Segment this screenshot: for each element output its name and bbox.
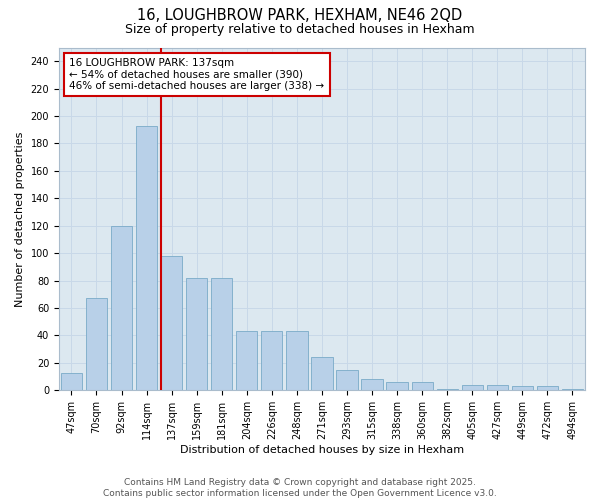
Bar xyxy=(161,256,182,390)
Bar xyxy=(261,332,283,390)
Bar xyxy=(337,370,358,390)
Bar xyxy=(386,382,408,390)
Bar xyxy=(86,298,107,390)
Bar xyxy=(461,385,483,390)
Bar xyxy=(236,332,257,390)
Bar xyxy=(412,382,433,390)
Text: Contains HM Land Registry data © Crown copyright and database right 2025.
Contai: Contains HM Land Registry data © Crown c… xyxy=(103,478,497,498)
Bar xyxy=(136,126,157,390)
Text: Size of property relative to detached houses in Hexham: Size of property relative to detached ho… xyxy=(125,22,475,36)
Bar xyxy=(61,372,82,390)
Bar xyxy=(537,386,558,390)
Bar xyxy=(311,358,332,390)
Bar xyxy=(186,278,208,390)
Text: 16 LOUGHBROW PARK: 137sqm
← 54% of detached houses are smaller (390)
46% of semi: 16 LOUGHBROW PARK: 137sqm ← 54% of detac… xyxy=(70,58,325,91)
Bar xyxy=(286,332,308,390)
Bar xyxy=(111,226,132,390)
Text: 16, LOUGHBROW PARK, HEXHAM, NE46 2QD: 16, LOUGHBROW PARK, HEXHAM, NE46 2QD xyxy=(137,8,463,22)
Bar xyxy=(487,385,508,390)
Bar xyxy=(211,278,232,390)
Y-axis label: Number of detached properties: Number of detached properties xyxy=(15,131,25,306)
Bar xyxy=(437,389,458,390)
Bar xyxy=(562,389,583,390)
X-axis label: Distribution of detached houses by size in Hexham: Distribution of detached houses by size … xyxy=(180,445,464,455)
Bar xyxy=(361,380,383,390)
Bar xyxy=(512,386,533,390)
